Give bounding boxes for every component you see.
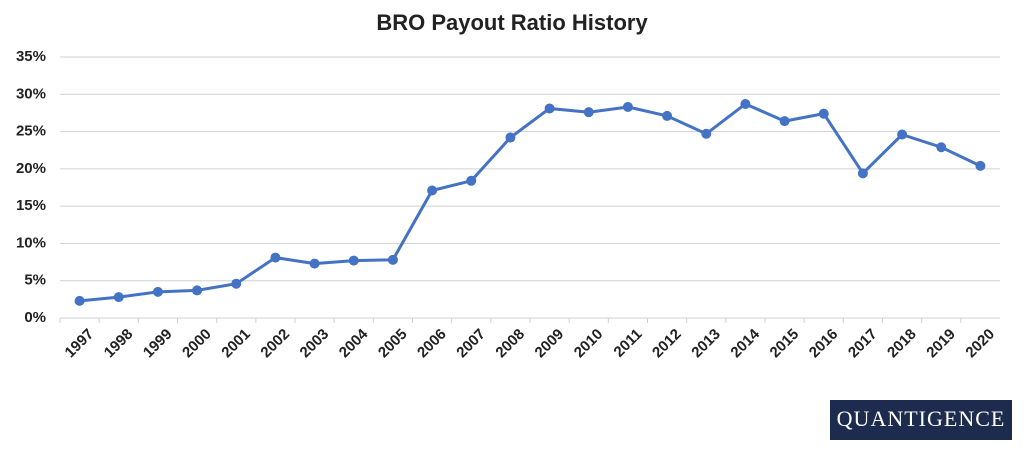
point xyxy=(505,132,516,143)
x-tick-label: 2008 xyxy=(492,326,528,362)
point xyxy=(309,258,320,269)
point xyxy=(152,286,163,297)
point xyxy=(466,175,477,186)
y-tick-label: 5% xyxy=(24,272,46,289)
point xyxy=(622,101,633,112)
x-tick-label: 2009 xyxy=(532,326,568,362)
x-tick-label: 2018 xyxy=(884,326,920,362)
x-tick-label: 2003 xyxy=(297,326,333,362)
point xyxy=(192,285,203,296)
x-tick-label: 2006 xyxy=(414,326,450,362)
y-tick-label: 30% xyxy=(16,85,46,102)
x-tick-label: 2015 xyxy=(767,326,803,362)
x-tick-label: 2014 xyxy=(727,325,763,361)
point xyxy=(270,252,281,263)
x-tick-label: 2013 xyxy=(688,326,724,362)
y-tick-label: 20% xyxy=(16,160,46,177)
x-tick-label: 2012 xyxy=(649,326,685,362)
point xyxy=(348,255,359,266)
point xyxy=(936,142,947,153)
y-tick-label: 15% xyxy=(16,197,46,214)
point xyxy=(897,129,908,140)
y-tick-label: 25% xyxy=(16,123,46,140)
point xyxy=(583,107,594,118)
logo-box xyxy=(830,400,1012,440)
x-tick-label: 2016 xyxy=(806,326,842,362)
x-tick-label: 2000 xyxy=(179,326,215,362)
x-tick-label: 2005 xyxy=(375,326,411,362)
x-tick-label: 2017 xyxy=(845,326,881,362)
x-tick-label: 2010 xyxy=(571,326,607,362)
x-tick-label: 2020 xyxy=(962,326,998,362)
point xyxy=(818,108,829,119)
point xyxy=(779,116,790,127)
point xyxy=(740,98,751,109)
x-tick-label: 2011 xyxy=(611,326,646,361)
x-tick-label: 2001 xyxy=(218,326,254,362)
point xyxy=(701,128,712,139)
x-tick-label: 1998 xyxy=(101,326,137,362)
x-tick-label: 2002 xyxy=(257,326,293,362)
x-tick-label: 2004 xyxy=(336,325,372,361)
line xyxy=(79,102,982,303)
y-tick-label: 35% xyxy=(16,48,46,65)
y-tick-label: 0% xyxy=(24,309,46,326)
point xyxy=(975,160,986,171)
logo: QUANTIGENCE xyxy=(837,406,1006,431)
point xyxy=(662,110,673,121)
point xyxy=(387,254,398,265)
y-tick-label: 10% xyxy=(16,234,46,251)
point xyxy=(231,278,242,289)
x-tick-label: 1997 xyxy=(62,326,98,362)
x-tick-label: 1999 xyxy=(140,326,176,362)
chart-title: BRO Payout Ratio History xyxy=(376,10,648,35)
point xyxy=(74,295,85,306)
point xyxy=(857,168,868,179)
point xyxy=(544,103,555,114)
point xyxy=(427,185,438,196)
x-tick-label: 2019 xyxy=(923,326,959,362)
x-tick-label: 2007 xyxy=(453,326,489,362)
point xyxy=(113,292,124,303)
